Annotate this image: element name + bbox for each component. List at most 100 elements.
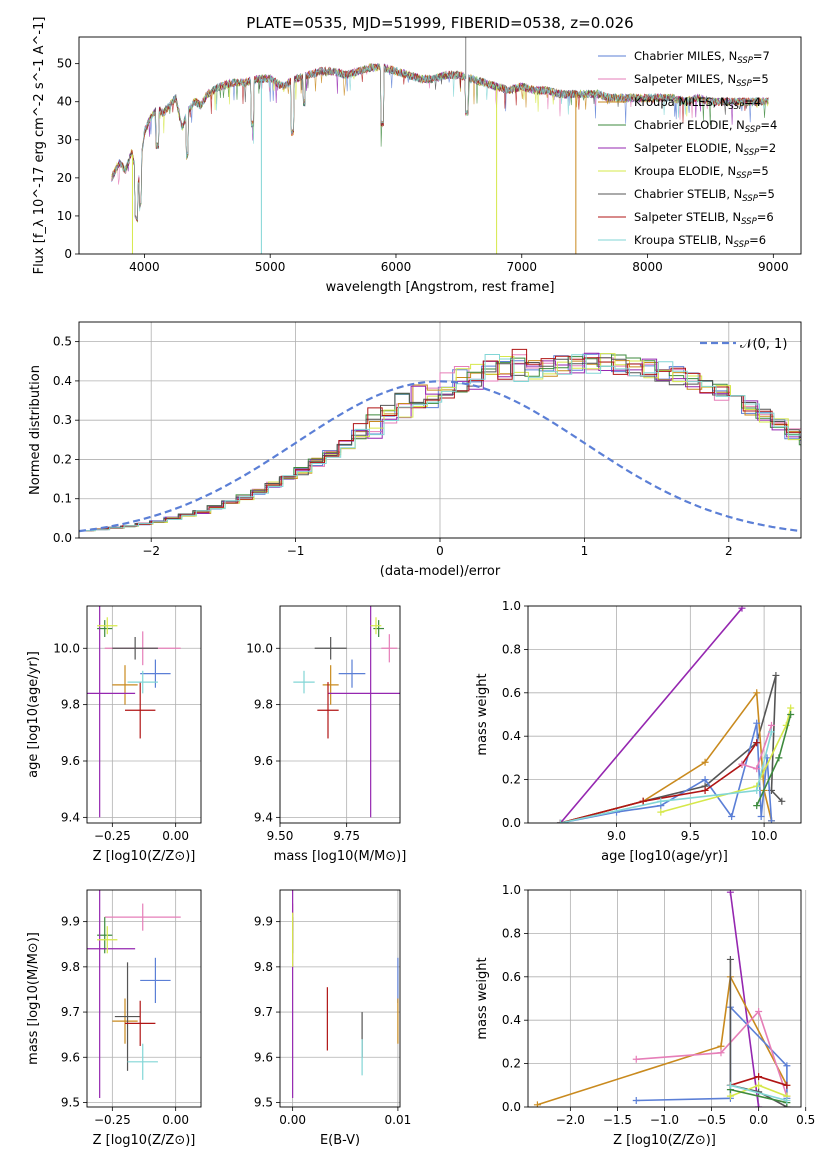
point-marker xyxy=(701,776,709,784)
x-tick-label: −2 xyxy=(142,544,160,558)
histogram-chabrier-elodie xyxy=(79,354,801,532)
errorbar-chabrier-miles xyxy=(140,659,171,688)
plot-area xyxy=(87,890,181,1098)
errorbar-salpeter-stelib xyxy=(317,682,339,739)
y-axis-label: age [log10(age/yr)] xyxy=(26,651,41,778)
y-tick-label: 0.4 xyxy=(502,729,521,743)
grid xyxy=(528,889,807,1108)
point-marker xyxy=(726,890,734,896)
legend-label: Chabrier STELIB, NSSP=5 xyxy=(634,187,775,204)
x-tick-label: −0.5 xyxy=(697,1113,726,1127)
point-marker xyxy=(775,754,783,762)
x-tick-label: −0.25 xyxy=(94,1113,131,1127)
grid xyxy=(279,606,400,823)
x-axis-label: age [log10(age/yr)] xyxy=(601,849,728,864)
y-tick-label: 50 xyxy=(57,57,72,71)
grid xyxy=(87,890,201,1107)
x-axis-label: Z [log10(Z/Z⊙)] xyxy=(613,1133,716,1148)
y-tick-label: 0.6 xyxy=(502,970,521,984)
y-tick-label: 0.4 xyxy=(502,1013,521,1027)
axes-frame xyxy=(279,605,401,824)
plot-area xyxy=(292,890,399,1098)
x-tick-label: 0.00 xyxy=(162,829,189,843)
y-tick-label: 9.8 xyxy=(254,960,273,974)
errorbar-chabrier-stelib xyxy=(114,962,141,1071)
point-marker xyxy=(639,797,647,805)
errorbar-chabrier-stelib xyxy=(314,637,347,660)
point-marker xyxy=(757,812,765,820)
axes-frame xyxy=(279,889,401,1108)
y-tick-label: 9.4 xyxy=(254,810,273,824)
y-tick-label: 9.6 xyxy=(254,754,273,768)
x-axis-label: E(B-V) xyxy=(320,1133,360,1148)
y-tick-label: 9.9 xyxy=(254,915,273,929)
x-axis-label: mass [log10(M/M⊙)] xyxy=(274,849,407,864)
y-tick-label: 9.7 xyxy=(61,1005,80,1019)
point-marker xyxy=(755,1103,763,1107)
x-tick-label: 9.50 xyxy=(267,829,294,843)
spectrum-kroupa-stelib xyxy=(111,62,769,221)
series-chabrier-stelib xyxy=(556,671,786,823)
y-tick-label: 10.0 xyxy=(246,641,273,655)
x-tick-label: 0.00 xyxy=(279,1113,306,1127)
errorbar-salpeter-elodie xyxy=(87,890,136,1098)
series-salpeter-elodie xyxy=(726,890,763,1107)
legend-label: Kroupa ELODIE, NSSP=5 xyxy=(634,164,769,181)
y-tick-label: 30 xyxy=(57,133,72,147)
plot-area xyxy=(87,606,181,818)
x-tick-label: −0.25 xyxy=(94,829,131,843)
legend-label: Salpeter ELODIE, NSSP=2 xyxy=(634,141,776,158)
legend-label: 𝒩(0, 1) xyxy=(740,337,787,352)
y-tick-label: 0.0 xyxy=(502,1100,521,1114)
point-marker xyxy=(787,711,795,718)
y-axis-label: mass [log10(M/M⊙)] xyxy=(26,932,41,1065)
x-axis-label: (data-model)/error xyxy=(380,564,501,579)
errorbar-salpeter-elodie xyxy=(328,606,400,818)
y-tick-label: 0.8 xyxy=(502,642,521,656)
plot-area xyxy=(556,606,795,823)
plot-area xyxy=(533,890,791,1107)
histogram-kroupa-stelib xyxy=(80,354,801,532)
x-tick-label: 9000 xyxy=(758,260,789,274)
mass-vs-metallicity-panel: −0.25 0.00 9.5 9.6 9.7 9.8 9.9 Z [log10(Z/Z⊙)] m… xyxy=(26,889,202,1148)
errorbar-salpeter-stelib xyxy=(125,1000,156,1046)
point-marker xyxy=(778,797,786,805)
plot-area xyxy=(79,348,801,533)
errorbar-chabrier-stelib xyxy=(112,637,158,660)
y-tick-label: 0.0 xyxy=(502,816,521,830)
y-tick-label: 0.6 xyxy=(502,686,521,700)
point-marker xyxy=(632,1096,640,1104)
x-tick-label: 7000 xyxy=(506,260,537,274)
histogram-salpeter-stelib xyxy=(79,348,801,532)
y-tick-label: 1.0 xyxy=(502,883,521,897)
point-marker xyxy=(755,1081,763,1089)
point-marker xyxy=(657,797,665,805)
legend-label: Chabrier ELODIE, NSSP=4 xyxy=(634,118,777,135)
y-tick-label: 9.6 xyxy=(61,754,80,768)
x-tick-label: 9.5 xyxy=(681,829,700,843)
y-tick-label: 0.5 xyxy=(53,335,72,349)
figure-title: PLATE=0535, MJD=51999, FIBERID=0538, z=0… xyxy=(246,14,633,32)
y-tick-label: 9.6 xyxy=(61,1050,80,1064)
y-tick-label: 10 xyxy=(57,209,72,223)
errorbar-chabrier-elodie xyxy=(373,620,384,637)
point-marker xyxy=(701,758,709,766)
point-marker xyxy=(717,1049,725,1057)
y-tick-label: 9.8 xyxy=(61,698,80,712)
point-marker xyxy=(783,1096,791,1104)
x-tick-label: 0.5 xyxy=(796,1113,815,1127)
series-kroupa-stelib xyxy=(556,728,775,823)
x-tick-label: 0.0 xyxy=(749,1113,768,1127)
series-chabrier-miles xyxy=(556,719,775,823)
point-marker xyxy=(772,671,780,679)
x-tick-label: −2.0 xyxy=(556,1113,585,1127)
x-tick-label: −1 xyxy=(287,544,305,558)
axes-frame xyxy=(527,889,802,1108)
y-tick-label: 20 xyxy=(57,171,72,185)
series-salpeter-elodie xyxy=(556,606,746,823)
legend-label: Chabrier MILES, NSSP=7 xyxy=(634,49,770,66)
y-tick-label: 10.0 xyxy=(53,641,80,655)
y-axis-label: mass weight xyxy=(475,957,490,1039)
x-tick-label: 2 xyxy=(725,544,733,558)
